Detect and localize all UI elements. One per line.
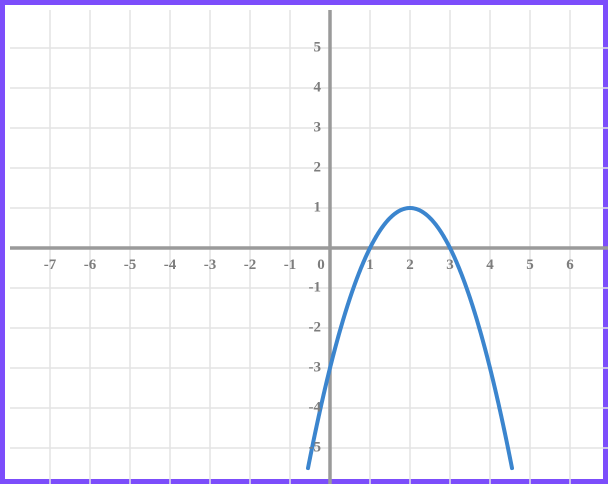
x-tick-label: -6 [83,257,97,273]
x-tick-label: 4 [486,257,494,273]
x-tick-label: 1 [366,257,374,273]
x-tick-label: -4 [163,257,177,273]
y-tick-label: 2 [313,159,322,176]
y-tick-label: -4 [308,399,322,416]
x-tick-label: -7 [43,257,57,273]
x-tick-label: 2 [406,257,414,273]
y-tick-label: 1 [313,199,322,216]
x-tick-label: -3 [203,257,217,273]
x-tick-label: -2 [243,257,257,273]
x-tick-label: 3 [446,257,454,273]
y-tick-label: -5 [308,439,322,456]
x-tick-label: -5 [123,257,137,273]
y-tick-label: -2 [308,319,322,336]
x-tick-label: -1 [283,257,297,273]
plot-canvas [10,10,608,484]
horizontal-gridlines [10,47,608,449]
y-tick-label: 4 [313,79,322,96]
parabola-curve [306,206,514,471]
x-tick-label: 5 [526,257,534,273]
x-tick-label: 0 [317,257,325,273]
y-tick-label: 3 [313,119,322,136]
y-tick-label: -1 [308,279,322,296]
y-tick-label: -3 [308,359,322,376]
x-tick-label: 6 [566,257,574,273]
y-tick-label: 5 [313,39,322,56]
